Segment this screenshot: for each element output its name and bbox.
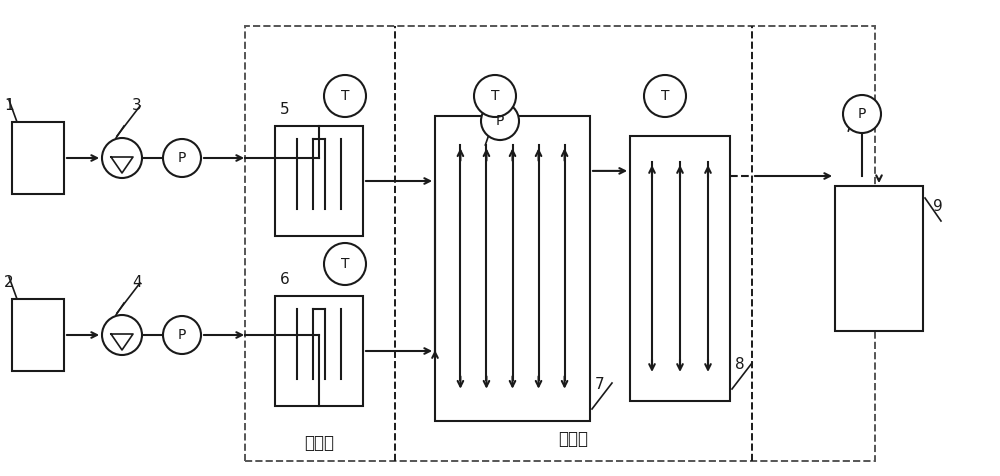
Text: P: P [178,328,186,342]
Text: 反应区: 反应区 [558,430,588,448]
Bar [435,116,590,421]
Text: 5: 5 [280,102,290,117]
Text: 1: 1 [4,98,14,113]
Text: P: P [178,151,186,165]
Text: T: T [341,89,349,103]
Circle shape [481,102,519,140]
Bar [12,299,64,371]
Text: 6: 6 [280,272,290,287]
Text: 9: 9 [933,199,943,214]
Text: P: P [496,114,504,128]
Circle shape [163,316,201,354]
Circle shape [163,139,201,177]
Circle shape [324,75,366,117]
Bar [12,122,64,194]
Bar [835,186,923,331]
Bar [275,296,363,406]
Circle shape [474,75,516,117]
Circle shape [644,75,686,117]
Circle shape [324,243,366,285]
Text: 4: 4 [132,275,142,290]
Circle shape [102,138,142,178]
Text: 8: 8 [735,357,745,372]
Text: T: T [661,89,669,103]
Text: T: T [341,257,349,271]
Text: P: P [858,107,866,121]
Text: 预热区: 预热区 [304,434,334,452]
Bar [630,136,730,401]
Circle shape [843,95,881,133]
Text: 7: 7 [595,377,605,392]
Text: 3: 3 [132,98,142,113]
Text: T: T [491,89,499,103]
Bar [275,126,363,236]
Text: 2: 2 [4,275,14,290]
Bar [245,26,875,461]
Circle shape [102,315,142,355]
